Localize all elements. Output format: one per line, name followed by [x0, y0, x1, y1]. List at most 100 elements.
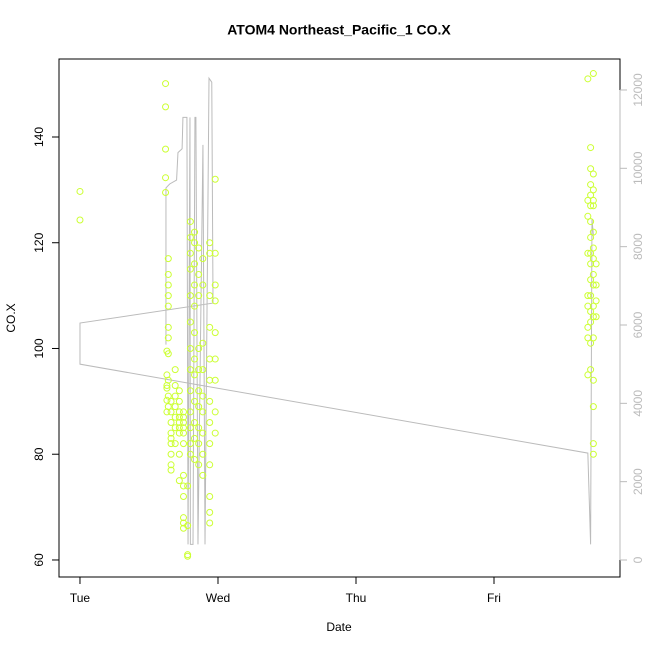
point: [211, 281, 219, 289]
point: [162, 174, 170, 182]
point: [206, 292, 214, 300]
y2-tick-label: 12000: [631, 73, 645, 107]
point: [179, 429, 187, 437]
point: [175, 419, 183, 427]
point: [206, 508, 214, 516]
point: [589, 244, 597, 252]
point: [587, 218, 595, 226]
y-tick-label: 120: [32, 232, 46, 252]
point: [191, 434, 199, 442]
point: [186, 440, 194, 448]
point: [167, 408, 175, 416]
point: [191, 260, 199, 268]
point: [589, 70, 597, 78]
point: [199, 281, 207, 289]
point: [164, 403, 172, 411]
x-tick-label: Fri: [487, 591, 501, 605]
point: [589, 440, 597, 448]
point: [179, 419, 187, 427]
point: [164, 323, 172, 331]
point: [171, 424, 179, 432]
point: [592, 281, 600, 289]
point: [171, 366, 179, 374]
point: [171, 381, 179, 389]
point: [206, 419, 214, 427]
point: [195, 461, 203, 469]
point: [589, 170, 597, 178]
point: [164, 270, 172, 278]
point: [195, 366, 203, 374]
point: [175, 429, 183, 437]
point: [589, 403, 597, 411]
point: [76, 187, 84, 195]
point: [175, 450, 183, 458]
y2-tick-label: 6000: [631, 311, 645, 338]
point: [587, 307, 595, 315]
y2-tick-label: 8000: [631, 233, 645, 260]
point: [186, 318, 194, 326]
x-tick-label: Tue: [70, 591, 91, 605]
point: [195, 440, 203, 448]
line-series: [79, 76, 594, 545]
point: [179, 514, 187, 522]
point: [211, 376, 219, 384]
point: [186, 424, 194, 432]
point: [211, 297, 219, 305]
point: [175, 413, 183, 421]
point: [164, 334, 172, 342]
point: [179, 482, 187, 490]
point: [206, 493, 214, 501]
point: [195, 387, 203, 395]
point: [163, 384, 171, 392]
point: [592, 297, 600, 305]
y-tick-label: 140: [32, 127, 46, 147]
chart-title: ATOM4 Northeast_Pacific_1 CO.X: [227, 22, 451, 38]
point: [211, 175, 219, 183]
point: [186, 292, 194, 300]
point: [191, 228, 199, 236]
point: [186, 265, 194, 273]
x-axis-label: Date: [326, 620, 352, 634]
point: [589, 202, 597, 210]
point: [587, 202, 595, 210]
point: [199, 255, 207, 263]
point: [167, 450, 175, 458]
point: [587, 144, 595, 152]
point: [589, 376, 597, 384]
point: [589, 255, 597, 263]
point: [211, 429, 219, 437]
point: [175, 397, 183, 405]
point: [184, 522, 192, 530]
point: [191, 355, 199, 363]
point: [587, 249, 595, 257]
point: [199, 392, 207, 400]
point: [171, 403, 179, 411]
point: [195, 292, 203, 300]
point: [592, 313, 600, 321]
x-tick-label: Wed: [206, 591, 230, 605]
point: [164, 255, 172, 263]
point: [589, 186, 597, 194]
point: [206, 519, 214, 527]
point: [199, 366, 207, 374]
point: [195, 244, 203, 252]
point: [184, 482, 192, 490]
y-tick-label: 80: [32, 447, 46, 461]
point: [589, 450, 597, 458]
point: [191, 329, 199, 337]
point: [186, 233, 194, 241]
point: [206, 239, 214, 247]
point: [587, 233, 595, 241]
point: [191, 302, 199, 310]
point: [175, 424, 183, 432]
y-tick-label: 60: [32, 553, 46, 567]
point: [191, 456, 199, 464]
point: [162, 103, 170, 111]
point: [186, 249, 194, 257]
point: [162, 80, 170, 88]
point: [164, 292, 172, 300]
point: [199, 339, 207, 347]
point: [191, 281, 199, 289]
point: [587, 339, 595, 347]
point: [179, 440, 187, 448]
